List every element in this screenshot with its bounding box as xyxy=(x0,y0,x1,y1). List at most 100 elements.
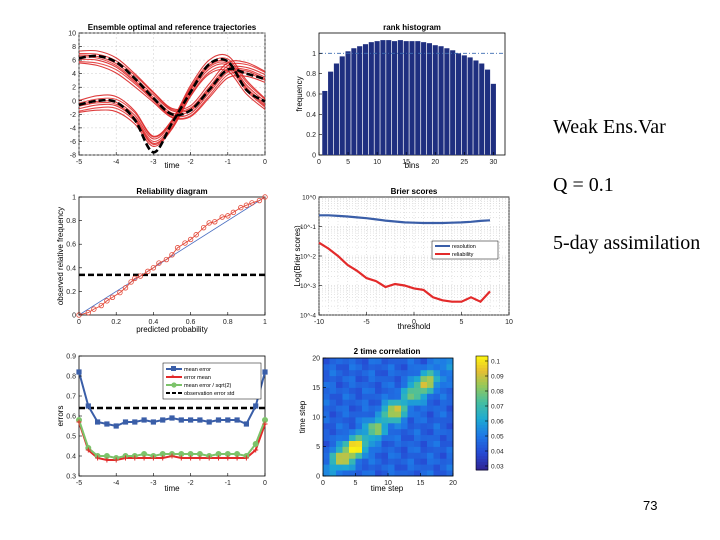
corr-cell xyxy=(440,387,447,394)
rank-bar xyxy=(455,53,462,156)
corr-cell xyxy=(440,458,447,465)
err-marker-mean-error-sqrt2 xyxy=(252,441,259,447)
corr-cell xyxy=(440,405,447,412)
corr-cell xyxy=(375,363,382,371)
corr-xlabel: time step xyxy=(371,484,404,493)
rel-point xyxy=(200,224,207,231)
corr-cell xyxy=(355,358,363,365)
corr-cell xyxy=(381,417,389,424)
err-legend: mean error * error mean mean error / sqr… xyxy=(162,362,262,400)
corr-cell xyxy=(388,440,395,447)
corr-cell xyxy=(362,470,369,477)
corr-cell xyxy=(362,434,369,441)
corr-cell xyxy=(342,405,350,412)
rel-xtick-label: 0.2 xyxy=(111,319,121,326)
colorbar-segment xyxy=(476,390,488,394)
corr-cell xyxy=(440,452,447,459)
corr-cell xyxy=(349,458,356,465)
err-marker-mean-error xyxy=(122,419,129,425)
corr-cell xyxy=(323,452,330,459)
corr-cell xyxy=(329,440,337,447)
corr-cell xyxy=(420,458,428,465)
rank-bar xyxy=(374,41,380,156)
rel-ytick-label: 0.4 xyxy=(66,265,76,272)
corr-cell xyxy=(323,387,330,394)
rel-point xyxy=(91,306,97,312)
corr-xtick-label: 5 xyxy=(354,480,358,487)
rank-bar xyxy=(479,63,485,155)
corr-cell xyxy=(401,428,408,436)
err-ytick-label: 0.4 xyxy=(66,454,76,461)
corr-cell xyxy=(336,458,343,465)
brier-xtick-label: 10 xyxy=(505,319,513,326)
corr-cell xyxy=(375,387,382,394)
traj-xtick-label: -5 xyxy=(76,159,82,166)
corr-cell xyxy=(323,375,330,382)
corr-cell xyxy=(420,417,428,424)
corr-cell xyxy=(420,369,428,377)
err-marker-mean-error-sqrt2 xyxy=(262,417,268,423)
traj-ytick-label: -8 xyxy=(70,153,76,160)
rank-bar xyxy=(409,41,415,156)
corr-cell xyxy=(394,405,402,412)
rank-bar xyxy=(450,50,456,155)
corr-cell xyxy=(323,470,330,477)
corr-cell xyxy=(420,381,428,388)
rel-point xyxy=(85,309,91,316)
colorbar-segment xyxy=(476,404,488,408)
corr-cell xyxy=(362,405,369,412)
corr-cell xyxy=(375,422,382,430)
corr-cell xyxy=(362,446,369,453)
corr-cell xyxy=(368,393,376,400)
colorbar-segment xyxy=(476,375,488,380)
corr-cell xyxy=(407,358,415,365)
corr-cell xyxy=(323,381,330,388)
corr-cell xyxy=(336,417,343,424)
corr-cell xyxy=(375,399,382,406)
corr-cell xyxy=(381,434,389,441)
rank-xlabel: bins xyxy=(405,161,420,170)
corr-cell xyxy=(342,363,350,371)
rank-xtick-label: 30 xyxy=(489,159,497,166)
err-xtick-label: -1 xyxy=(225,480,231,487)
corr-cell xyxy=(323,405,330,412)
corr-xtick-label: 0 xyxy=(321,480,325,487)
corr-cell xyxy=(446,458,454,465)
corr-cell xyxy=(375,428,382,436)
corr-cell xyxy=(427,358,434,365)
colorbar-segment xyxy=(476,358,488,363)
corr-cell xyxy=(433,399,441,406)
corr-cell xyxy=(427,458,434,465)
corr-ylabel: time step xyxy=(298,400,307,433)
corr-cell xyxy=(394,470,402,477)
rank-bar xyxy=(386,40,392,155)
corr-cell xyxy=(381,393,389,400)
rank-title: rank histogram xyxy=(383,23,441,32)
rank-bar xyxy=(403,41,409,156)
rel-point xyxy=(238,204,244,211)
brier-line-resolution xyxy=(319,214,491,225)
corr-cell xyxy=(381,369,389,377)
corr-cell xyxy=(375,470,382,477)
corr-cell xyxy=(401,381,408,388)
corr-cell xyxy=(446,428,454,436)
corr-title: 2 time correlation xyxy=(354,347,421,356)
corr-cell xyxy=(440,399,447,406)
corr-cell xyxy=(414,363,421,371)
colorbar-segment xyxy=(476,424,488,428)
corr-cell xyxy=(394,422,402,430)
legend-label-mean-error: mean error xyxy=(184,367,211,373)
corr-cell xyxy=(394,399,402,406)
corr-cell xyxy=(381,446,389,453)
corr-cell xyxy=(440,369,447,377)
corr-cell xyxy=(433,375,441,382)
corr-cell xyxy=(414,375,421,382)
corr-cell xyxy=(329,393,337,400)
rel-point xyxy=(182,240,188,246)
corr-cell xyxy=(368,411,376,418)
corr-cell xyxy=(427,470,434,477)
corr-cell xyxy=(433,393,441,400)
legend-label-obs-std: observation error std xyxy=(184,391,234,397)
colorbar-tick-label: 0.07 xyxy=(491,404,504,411)
